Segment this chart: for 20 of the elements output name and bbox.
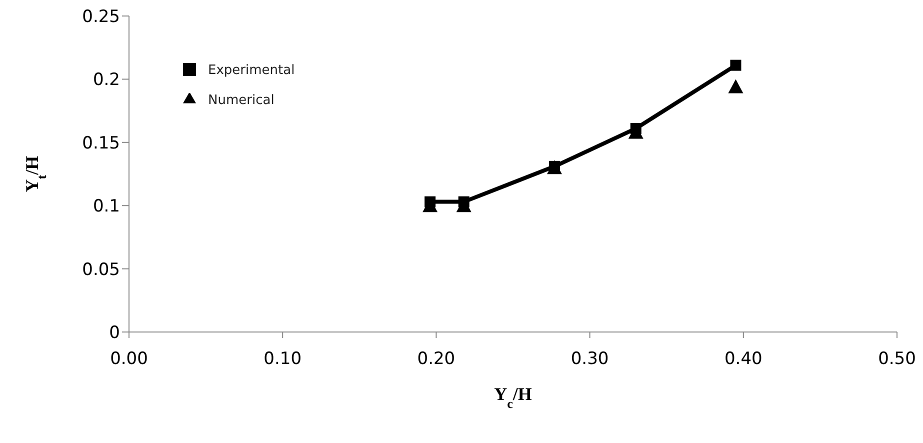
point: [730, 60, 742, 71]
legend-label: Experimental: [208, 63, 295, 78]
y-tick-label: 0: [109, 323, 120, 344]
x-tick-label: 0.20: [417, 349, 456, 370]
point: [630, 122, 642, 134]
point: [728, 79, 744, 94]
point: [458, 196, 470, 208]
y-tick-label: 0.25: [82, 7, 120, 28]
x-axis-title: Y$_{c}$/H: [494, 384, 532, 410]
x-tick-label: 0.50: [878, 349, 916, 370]
legend-label: Numerical: [208, 93, 274, 108]
y-tick-label: 0.2: [92, 70, 120, 90]
point: [424, 196, 436, 208]
x-tick-label: 0.40: [724, 349, 762, 370]
x-tick-label: 0.10: [264, 349, 302, 370]
y-tick-label: 0.1: [92, 196, 120, 217]
x-tick-label: 0.00: [110, 349, 148, 370]
y-tick-label: 0.15: [82, 133, 120, 154]
y-tick-label: 0.05: [82, 260, 120, 280]
x-tick-label: 0.30: [570, 349, 609, 370]
